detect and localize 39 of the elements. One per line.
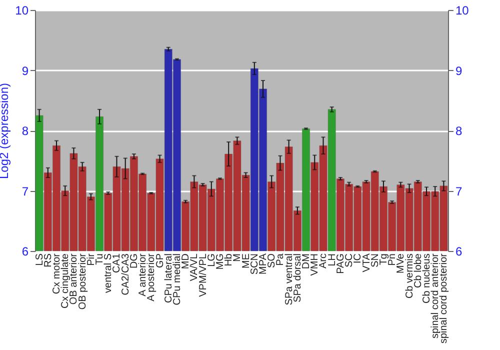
x-tick-label: CPu medial	[172, 254, 183, 306]
y-tick-label: 10	[15, 4, 29, 18]
x-tick-label: Pir	[86, 252, 97, 266]
y-tick-label: 7	[22, 184, 29, 198]
y-tick-label: 6	[22, 244, 29, 258]
x-tick-label: VTA	[361, 253, 372, 272]
x-tick-label: SN	[370, 254, 381, 268]
x-tick-label: A posterior	[146, 252, 158, 302]
x-tick-label: MVe	[396, 253, 407, 274]
x-tick-label: VPM/VPL	[198, 253, 209, 297]
x-tick-label: SPa dorsal	[292, 254, 304, 302]
y2-tick-label: 7	[456, 184, 462, 198]
x-tick-label: DG	[128, 253, 140, 268]
y2-tick-label: 9	[456, 64, 462, 78]
x-tick-label: LS	[34, 253, 46, 266]
x-tick-label: ME	[240, 253, 252, 268]
x-tick-label: spinal cord posterior	[438, 252, 450, 344]
x-tick-label: LH	[326, 254, 338, 266]
x-tick-label: M	[232, 254, 244, 262]
x-tick-label: Pa	[275, 253, 286, 266]
x-tick-label: LG	[206, 253, 218, 267]
y2-tick-label: 6	[456, 244, 462, 258]
y2-tick-label: 10	[456, 4, 470, 18]
x-tick-label: Cb nucleus	[421, 254, 432, 304]
x-tick-label: SCN	[249, 254, 260, 275]
x-tick-label: IC	[352, 254, 364, 264]
x-tick-label: CA2/CA3	[120, 253, 132, 296]
x-tick-label: GP	[154, 253, 166, 268]
x-tick-label: OB posterior	[77, 252, 88, 310]
x-tick-label: OB anterior	[68, 252, 80, 305]
x-tick-label: PAG	[335, 253, 346, 274]
x-tick-label: Tg	[378, 254, 390, 266]
y2-tick-label: 8	[456, 124, 462, 138]
y-tick-label: 9	[22, 64, 29, 78]
x-tick-label: Cb lobe	[412, 253, 424, 288]
x-tick-label: RS	[42, 253, 54, 268]
x-tick-label: Arc	[318, 254, 330, 268]
y-tick-label: 8	[22, 124, 29, 138]
x-tick-label: CA1	[112, 253, 123, 273]
